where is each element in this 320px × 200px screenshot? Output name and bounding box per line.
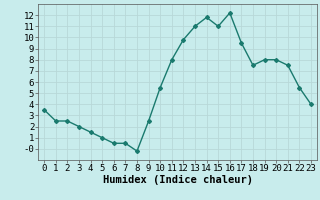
- X-axis label: Humidex (Indice chaleur): Humidex (Indice chaleur): [103, 175, 252, 185]
